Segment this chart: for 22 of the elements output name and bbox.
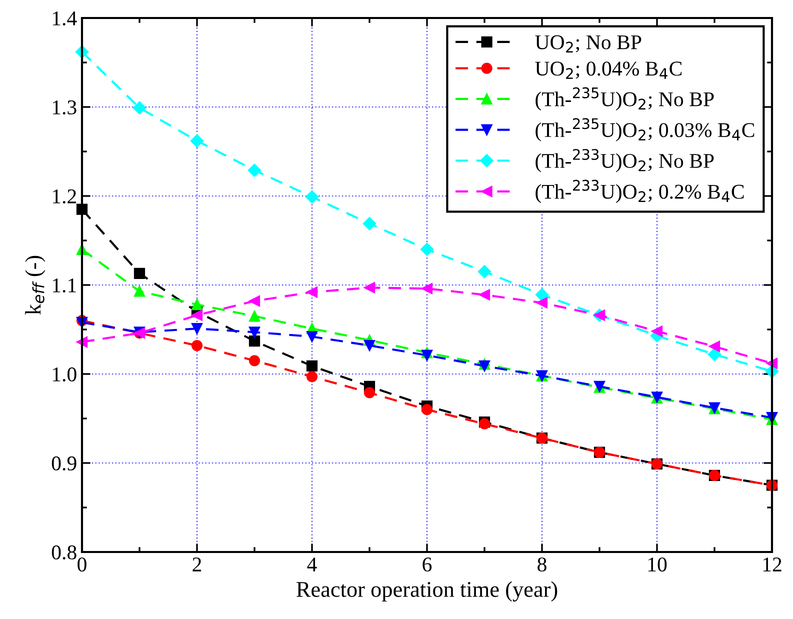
x-tick-label: 8: [538, 557, 546, 572]
y-tick-label: 0.9: [52, 456, 76, 471]
x-tick-label: 12: [763, 558, 782, 572]
x-tick-label: 0: [78, 557, 86, 572]
x-tick-label: 6: [422, 558, 432, 572]
y-tick-label: 1.4: [52, 11, 77, 26]
y-tick-label: 0.8: [52, 545, 76, 560]
legend-label: (Th-$^{233}$U)O$_{2}$; 0.2% B$_{4}$C: [536, 180, 744, 204]
legend-label: (Th-$^{235}$U)O$_{2}$; 0.03% B$_{4}$C: [536, 118, 754, 142]
x-tick-label: 10: [648, 557, 667, 572]
x-axis-title: Reactor operation time (year): [296, 581, 558, 602]
legend-label: UO$_{2}$; No BP: [535, 35, 642, 53]
legend-label: UO$_{2}$; 0.04% B$_{4}$C: [535, 62, 682, 79]
x-tick-label: 4: [307, 558, 317, 572]
y-tick-label: 1.1: [52, 278, 76, 293]
legend-label: (Th-$^{235}$U)O$_{2}$; No BP: [536, 87, 714, 111]
x-tick-label: 2: [192, 558, 202, 572]
y-tick-label: 1.2: [52, 189, 76, 204]
y-tick-label: 1.3: [52, 100, 76, 115]
legend-label: (Th-$^{233}$U)O$_{2}$; No BP: [536, 148, 714, 172]
y-axis-title: k$_{eff}$ (-): [25, 256, 46, 315]
y-tick-label: 1.0: [52, 367, 76, 382]
